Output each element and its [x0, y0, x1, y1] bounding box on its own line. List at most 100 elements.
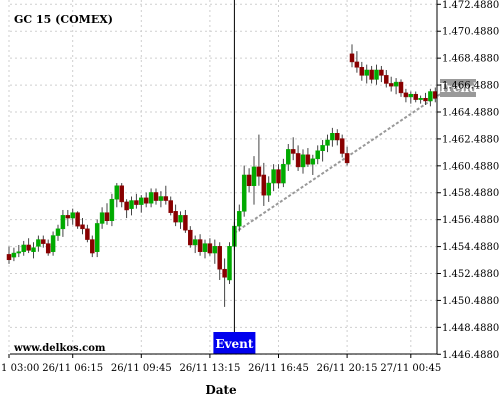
candle-body-down — [173, 211, 178, 223]
candle-body-down — [246, 174, 252, 186]
candle — [286, 144, 291, 171]
candle — [104, 203, 110, 225]
candle-body-down — [207, 243, 213, 254]
candle-body-up — [251, 166, 257, 186]
candle-body-up — [70, 212, 75, 219]
candle — [124, 199, 129, 219]
candle-body-up — [325, 139, 330, 146]
candle — [423, 92, 428, 105]
x-tick-label: 26/11 13:15 — [179, 363, 240, 374]
candle-body-down — [261, 174, 267, 196]
candle — [188, 226, 193, 248]
candle — [325, 134, 330, 153]
candle-body-down — [197, 239, 203, 252]
candle-body-up — [310, 158, 316, 165]
trend-badge: Trend — [438, 79, 478, 97]
candle — [55, 224, 61, 241]
candle-body-up — [16, 251, 22, 254]
candle — [290, 137, 296, 161]
y-tick-label: 1.458.4880 — [442, 188, 499, 199]
candle-body-down — [403, 92, 409, 98]
candle-body-up — [281, 163, 286, 184]
candle-body-down — [85, 228, 90, 240]
candle — [153, 188, 159, 205]
candle-body-down — [290, 149, 296, 154]
x-axis-label: Date — [205, 383, 237, 397]
candle-body-up — [21, 244, 26, 252]
candle — [148, 188, 154, 208]
candle — [143, 192, 149, 208]
x-tick-label: 26/11 06:15 — [42, 363, 103, 374]
candle-body-down — [143, 197, 149, 204]
x-tick-label: 26/11 03:00 — [0, 363, 39, 374]
candle-body-up — [330, 133, 335, 141]
candle-body-up — [99, 212, 105, 224]
candle — [129, 196, 134, 216]
candle — [330, 127, 335, 147]
candle-body-down — [26, 244, 31, 251]
candle-body-up — [129, 200, 134, 209]
candle — [359, 61, 365, 81]
candle — [349, 44, 355, 68]
candle — [335, 129, 340, 146]
chart-title: GC 15 (COMEX) — [14, 13, 113, 26]
candle — [26, 238, 31, 254]
candle-body-up — [31, 247, 36, 252]
candle-body-up — [237, 211, 242, 227]
candle-body-up — [300, 154, 306, 168]
candle — [369, 65, 374, 84]
candle — [379, 65, 384, 83]
candle — [310, 154, 316, 175]
candle-body-down — [153, 192, 159, 201]
candle-body-up — [271, 169, 276, 184]
candle — [320, 139, 325, 162]
candle-body-down — [384, 75, 389, 84]
candle — [276, 164, 281, 189]
candle-body-down — [423, 98, 428, 102]
candle — [11, 247, 17, 262]
candle-body-down — [168, 200, 173, 213]
candle — [168, 196, 173, 216]
candle — [119, 183, 124, 208]
candle — [217, 242, 222, 280]
candle — [374, 64, 379, 85]
candle-body-down — [65, 215, 71, 219]
candle-body-down — [388, 83, 394, 87]
candle — [134, 193, 139, 209]
candle-body-up — [320, 145, 325, 152]
candle — [183, 209, 188, 233]
candle — [300, 149, 306, 174]
candle-body-down — [369, 69, 374, 80]
y-tick-label: 1.462.4880 — [442, 134, 499, 145]
candle-body-up — [393, 81, 399, 87]
candle-body-down — [124, 201, 129, 211]
candle — [202, 239, 208, 259]
candle — [339, 134, 345, 158]
candle-body-down — [104, 212, 110, 221]
candle — [281, 158, 286, 188]
candle — [256, 134, 262, 186]
grid — [8, 0, 437, 355]
candle — [222, 258, 227, 307]
candle-body-up — [408, 93, 414, 98]
candle-body-up — [227, 246, 232, 281]
trend-label: Trend — [438, 81, 478, 95]
candle-body-down — [335, 133, 340, 141]
candle — [251, 156, 257, 205]
candle-body-down — [90, 239, 95, 254]
candle — [384, 69, 389, 88]
candle — [354, 51, 360, 73]
trend-line — [233, 86, 451, 234]
candle — [21, 240, 26, 256]
candle — [114, 183, 120, 208]
x-tick-label: 26/11 16:45 — [248, 363, 309, 374]
candle — [31, 242, 36, 259]
y-tick-label: 1.454.4880 — [442, 242, 499, 253]
candle-body-down — [379, 69, 384, 76]
candle-body-up — [418, 98, 423, 100]
candle — [408, 91, 414, 104]
candle-body-up — [50, 235, 56, 252]
candles — [6, 44, 438, 307]
